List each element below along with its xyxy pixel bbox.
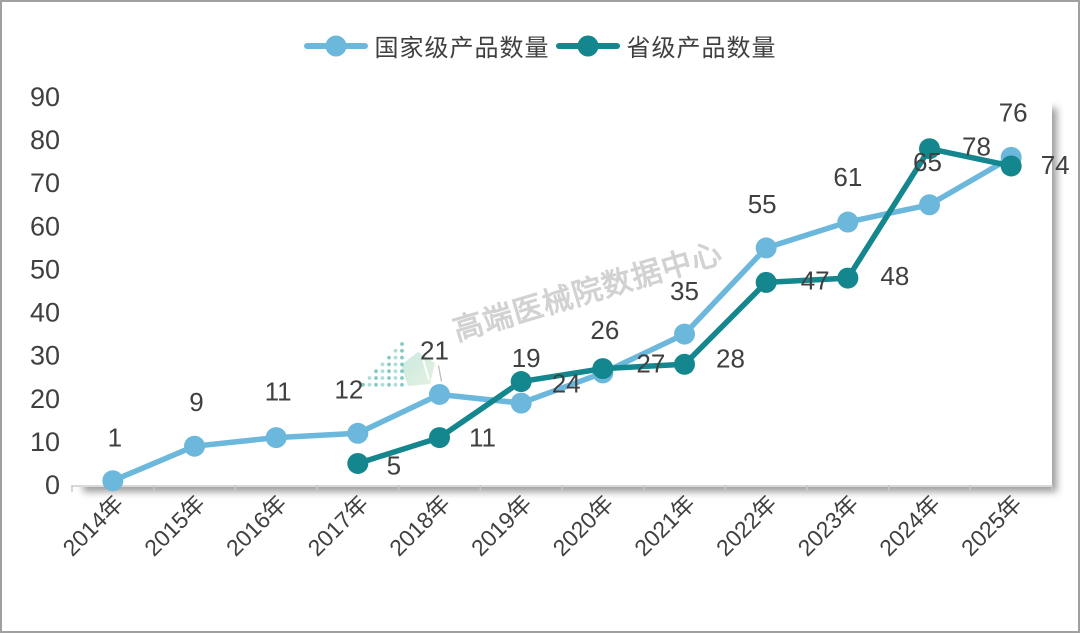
data-point <box>510 371 532 393</box>
legend-line-marker-icon <box>555 35 620 56</box>
data-point <box>102 470 124 492</box>
data-point <box>755 237 777 259</box>
data-point <box>674 323 695 345</box>
data-label: 61 <box>833 162 862 192</box>
y-axis-label: 50 <box>30 254 60 284</box>
data-label: 11 <box>469 423 496 453</box>
data-point <box>510 392 532 414</box>
data-point <box>919 194 940 216</box>
legend-line-marker-icon <box>303 35 368 56</box>
legend-dot-icon <box>577 35 598 56</box>
x-axis-label: 2019年 <box>466 490 537 561</box>
y-axis-label: 10 <box>30 427 60 457</box>
data-label: 78 <box>962 132 991 162</box>
x-axis-label: 2017年 <box>303 490 374 561</box>
data-label: 47 <box>801 265 830 295</box>
data-label: 27 <box>636 349 665 379</box>
data-label: 19 <box>512 343 541 373</box>
y-axis-label: 40 <box>30 298 60 328</box>
x-axis-label: 2024年 <box>874 490 945 561</box>
x-axis-label: 2016年 <box>221 490 292 561</box>
legend-item-national: 国家级产品数量 <box>303 28 550 63</box>
x-axis-label: 2021年 <box>629 490 700 561</box>
x-axis-label: 2025年 <box>956 490 1027 561</box>
y-axis-label: 80 <box>30 125 60 155</box>
data-label: 35 <box>670 276 699 306</box>
legend-item-provincial: 省级产品数量 <box>555 28 777 63</box>
data-point <box>674 353 695 375</box>
data-label: 5 <box>387 450 401 480</box>
legend-label-provincial: 省级产品数量 <box>626 35 777 62</box>
x-axis-label: 2020年 <box>548 490 619 561</box>
data-label: 74 <box>1041 150 1070 180</box>
data-point <box>592 358 614 380</box>
data-label: 65 <box>913 147 942 177</box>
data-label: 28 <box>716 343 745 373</box>
x-axis-label: 2018年 <box>384 490 455 561</box>
y-axis-label: 70 <box>30 168 60 198</box>
y-axis-label: 30 <box>30 341 60 371</box>
series-line-0 <box>110 154 1014 484</box>
x-axis-label: 2022年 <box>711 490 782 561</box>
x-axis-label: 2015年 <box>139 490 210 561</box>
data-point <box>265 427 287 449</box>
data-label: 9 <box>189 387 203 417</box>
data-label: 24 <box>552 369 581 399</box>
legend-dot-icon <box>325 35 346 56</box>
data-label: 1 <box>108 423 122 453</box>
y-axis-label: 20 <box>30 384 60 414</box>
data-point <box>1000 155 1022 177</box>
legend-label-national: 国家级产品数量 <box>374 35 550 62</box>
data-point <box>347 452 369 474</box>
x-axis-label: 2014年 <box>58 490 129 561</box>
data-point <box>919 138 940 160</box>
data-label: 26 <box>590 315 619 345</box>
data-point <box>837 211 859 233</box>
data-label: 12 <box>334 374 363 404</box>
data-label: 76 <box>999 97 1028 127</box>
y-axis-label: 0 <box>45 470 60 500</box>
y-axis-label: 90 <box>30 82 60 112</box>
y-axis-label: 60 <box>30 211 60 241</box>
data-label: 48 <box>880 261 909 291</box>
x-axis-label: 2023年 <box>793 490 864 561</box>
data-point <box>184 435 205 457</box>
data-label: 21 <box>420 335 449 365</box>
legend: 国家级产品数量 省级产品数量 <box>2 28 1078 63</box>
data-label: 55 <box>748 189 777 219</box>
plot-area <box>72 97 1052 487</box>
label-leader-line <box>437 365 443 382</box>
data-point <box>429 427 450 449</box>
data-point <box>755 271 777 293</box>
data-label: 11 <box>265 377 292 407</box>
data-point <box>347 422 369 444</box>
data-point <box>837 267 859 289</box>
data-point <box>429 383 450 405</box>
